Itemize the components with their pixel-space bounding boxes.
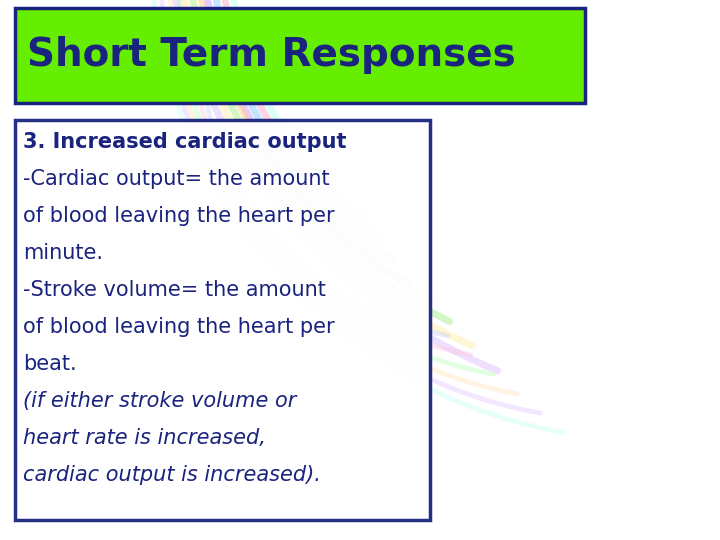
Text: 3. Increased cardiac output: 3. Increased cardiac output [23,132,346,152]
FancyBboxPatch shape [15,120,430,520]
FancyBboxPatch shape [15,8,585,103]
Text: of blood leaving the heart per: of blood leaving the heart per [23,317,335,337]
Text: heart rate is increased,: heart rate is increased, [23,428,266,448]
Text: Short Term Responses: Short Term Responses [27,37,516,75]
Text: cardiac output is increased).: cardiac output is increased). [23,465,321,485]
Text: -Stroke volume= the amount: -Stroke volume= the amount [23,280,326,300]
Text: beat.: beat. [23,354,76,374]
Text: -Cardiac output= the amount: -Cardiac output= the amount [23,169,330,189]
Text: minute.: minute. [23,243,103,263]
Text: (if either stroke volume or: (if either stroke volume or [23,391,297,411]
Text: of blood leaving the heart per: of blood leaving the heart per [23,206,335,226]
